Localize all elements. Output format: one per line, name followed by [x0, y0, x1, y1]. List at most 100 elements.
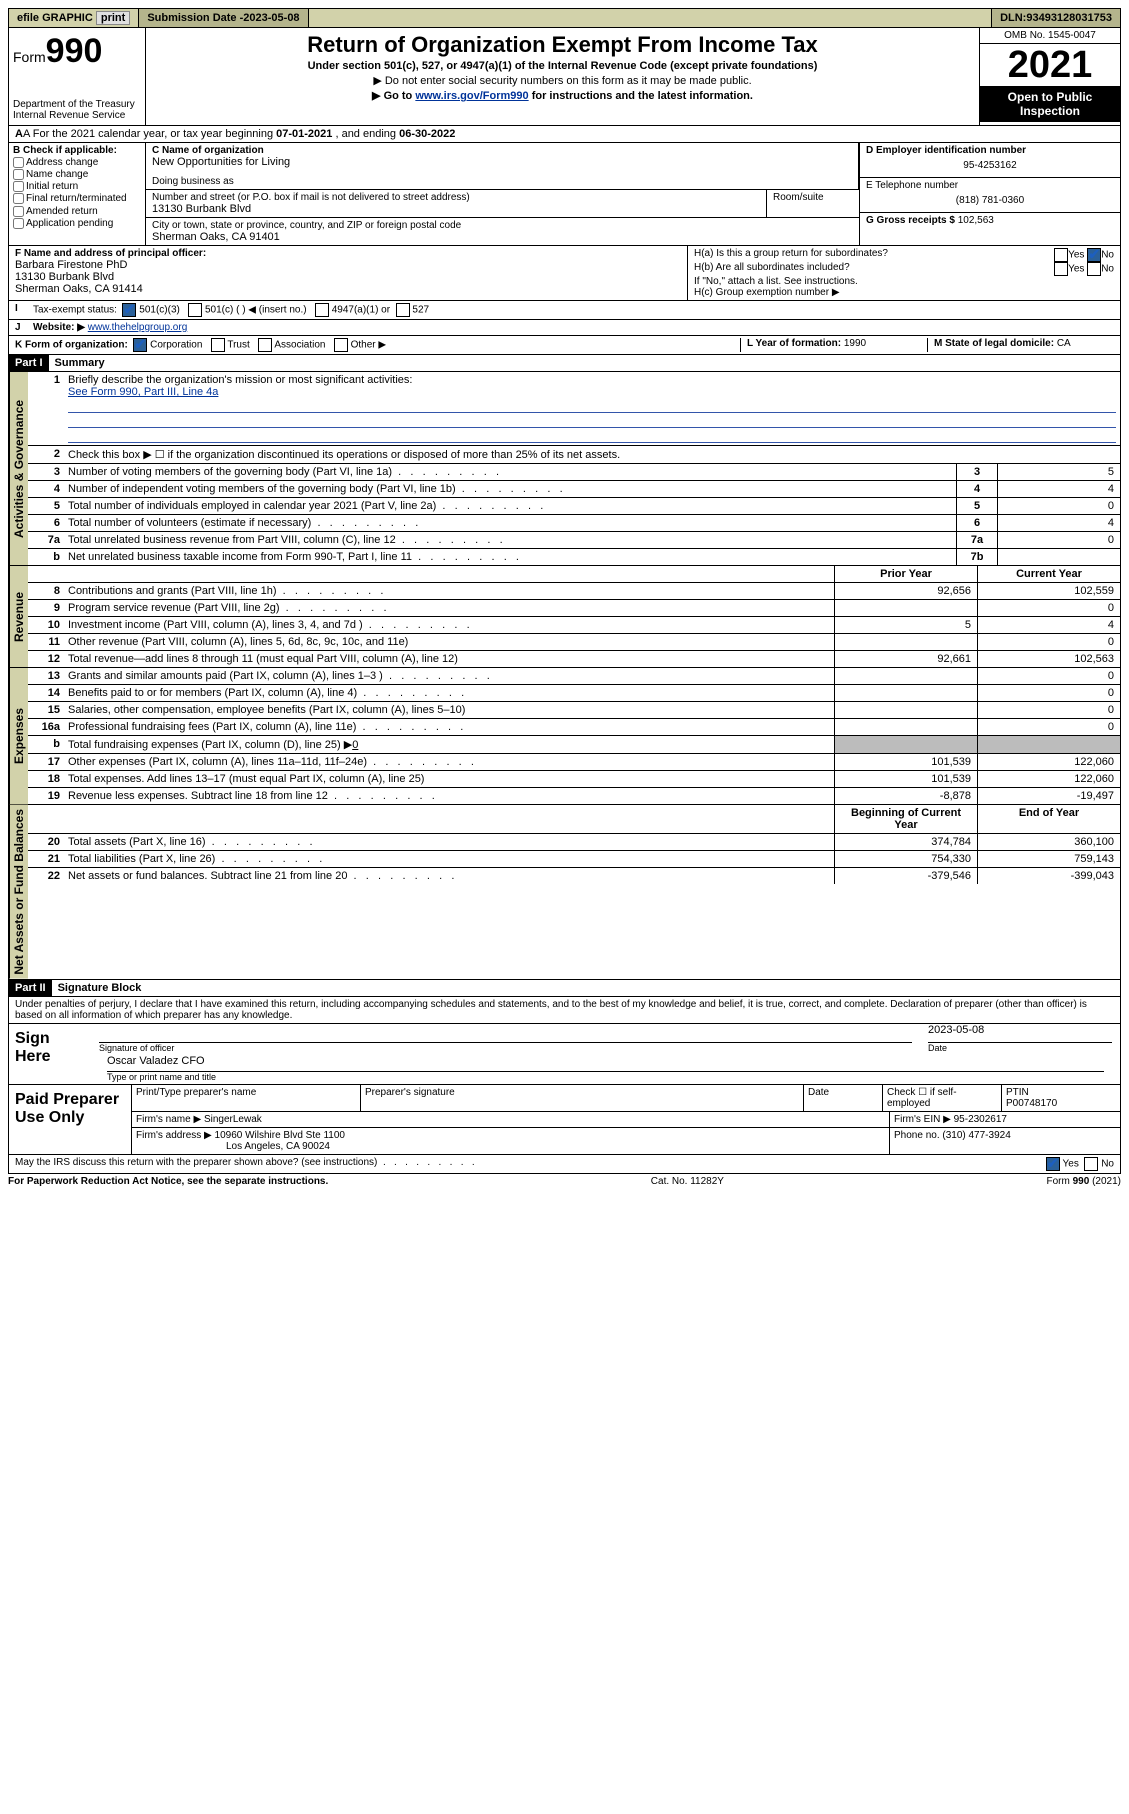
website-row: J Website: ▶ www.thehelpgroup.org	[8, 320, 1121, 336]
gross-receipts: 102,563	[958, 215, 994, 226]
submission-date: Submission Date - 2023-05-08	[139, 9, 308, 27]
cb-4947[interactable]	[315, 303, 329, 317]
v5: 0	[997, 498, 1120, 514]
net-assets-section: Net Assets or Fund Balances Beginning of…	[8, 805, 1121, 980]
state-domicile: CA	[1057, 338, 1071, 349]
expenses-section: Expenses 13Grants and similar amounts pa…	[8, 668, 1121, 805]
cat-no: Cat. No. 11282Y	[651, 1176, 724, 1187]
tax-year: 2021	[980, 44, 1120, 86]
penalty-statement: Under penalties of perjury, I declare th…	[8, 997, 1121, 1024]
cb-initial-return[interactable]	[13, 181, 24, 192]
top-bar: efile GRAPHIC print Submission Date - 20…	[8, 8, 1121, 28]
paid-preparer-label: Paid Preparer Use Only	[9, 1085, 132, 1154]
gross-receipts-label: G Gross receipts $	[866, 215, 958, 226]
cb-final-return[interactable]	[13, 193, 24, 204]
form-header: Form990 Department of the Treasury Inter…	[8, 28, 1121, 126]
room-label: Room/suite	[767, 190, 859, 217]
cb-trust[interactable]	[211, 338, 225, 352]
form-word: Form	[13, 49, 46, 65]
l5: Total number of individuals employed in …	[64, 498, 956, 514]
phone-label: E Telephone number	[866, 180, 1114, 191]
revenue-section: Revenue Prior YearCurrent Year 8Contribu…	[8, 566, 1121, 668]
cb-corp[interactable]	[133, 338, 147, 352]
cb-discuss-no[interactable]	[1084, 1157, 1098, 1171]
vlabel-exp: Expenses	[9, 668, 28, 804]
year-formation: 1990	[844, 338, 866, 349]
l2: Check this box ▶ ☐ if the organization d…	[64, 446, 1120, 463]
ptin: P00748170	[1006, 1098, 1057, 1109]
v3: 5	[997, 464, 1120, 480]
street-label: Number and street (or P.O. box if mail i…	[152, 192, 760, 203]
l3: Number of voting members of the governin…	[64, 464, 956, 480]
tax-period: AA For the 2021 calendar year, or tax ye…	[8, 126, 1121, 143]
form-subtitle: Under section 501(c), 527, or 4947(a)(1)…	[154, 60, 971, 72]
ssn-warning: ▶ Do not enter social security numbers o…	[154, 74, 971, 87]
tax-exempt-row: I Tax-exempt status: 501(c)(3) 501(c) ( …	[8, 301, 1121, 320]
hdr-eoy: End of Year	[977, 805, 1120, 833]
v7b	[997, 549, 1120, 565]
cb-name-change[interactable]	[13, 169, 24, 180]
part2-header: Part IISignature Block	[8, 980, 1121, 997]
l7b: Net unrelated business taxable income fr…	[64, 549, 956, 565]
officer-group-row: F Name and address of principal officer:…	[8, 246, 1121, 301]
cb-other[interactable]	[334, 338, 348, 352]
firm-name: SingerLewak	[204, 1114, 262, 1125]
cb-ha-no[interactable]	[1087, 248, 1101, 262]
v4: 4	[997, 481, 1120, 497]
ein: 95-4253162	[866, 156, 1114, 175]
city-label: City or town, state or province, country…	[152, 220, 853, 231]
cb-hb-no[interactable]	[1087, 262, 1101, 276]
hdr-prior: Prior Year	[834, 566, 977, 582]
firm-phone: (310) 477-3924	[942, 1130, 1010, 1141]
cb-527[interactable]	[396, 303, 410, 317]
firm-ein: 95-2302617	[954, 1114, 1007, 1125]
omb-number: OMB No. 1545-0047	[980, 28, 1120, 44]
cb-ha-yes[interactable]	[1054, 248, 1068, 262]
entity-info: B Check if applicable: Address change Na…	[8, 143, 1121, 246]
l4: Number of independent voting members of …	[64, 481, 956, 497]
org-form-row: K Form of organization: Corporation Trus…	[8, 336, 1121, 355]
box-b: B Check if applicable: Address change Na…	[9, 143, 146, 245]
vlabel-ag: Activities & Governance	[9, 372, 28, 565]
form-number: 990	[46, 32, 103, 70]
efile-label: efile GRAPHIC print	[9, 9, 139, 27]
v6: 4	[997, 515, 1120, 531]
sign-here: Sign Here	[9, 1024, 91, 1084]
vlabel-nab: Net Assets or Fund Balances	[9, 805, 28, 979]
page-footer: For Paperwork Reduction Act Notice, see …	[8, 1174, 1121, 1189]
cb-501c3[interactable]	[122, 303, 136, 317]
firm-addr2: Los Angeles, CA 90024	[226, 1141, 330, 1152]
officer-name: Oscar Valadez CFO	[107, 1055, 205, 1067]
irs-label: Internal Revenue Service	[13, 110, 141, 121]
box-f: F Name and address of principal officer:…	[9, 246, 688, 300]
form-title: Return of Organization Exempt From Incom…	[154, 32, 971, 58]
ein-label: D Employer identification number	[866, 145, 1114, 156]
phone: (818) 781-0360	[866, 191, 1114, 210]
firm-addr1: 10960 Wilshire Blvd Ste 1100	[215, 1130, 345, 1141]
cb-hb-yes[interactable]	[1054, 262, 1068, 276]
cb-discuss-yes[interactable]	[1046, 1157, 1060, 1171]
cb-501c[interactable]	[188, 303, 202, 317]
cb-amended[interactable]	[13, 206, 24, 217]
website-link[interactable]: www.thehelpgroup.org	[88, 322, 188, 333]
sig-date: 2023-05-08	[928, 1024, 984, 1036]
hdr-curr: Current Year	[977, 566, 1120, 582]
pra-notice: For Paperwork Reduction Act Notice, see …	[8, 1176, 328, 1187]
cb-address-change[interactable]	[13, 157, 24, 168]
form-ref: Form 990 (2021)	[1047, 1176, 1121, 1187]
cb-app-pending[interactable]	[13, 218, 24, 229]
v7a: 0	[997, 532, 1120, 548]
l6: Total number of volunteers (estimate if …	[64, 515, 956, 531]
irs-link[interactable]: www.irs.gov/Form990	[415, 90, 528, 102]
hdr-boy: Beginning of Current Year	[834, 805, 977, 833]
paid-preparer: Paid Preparer Use Only Print/Type prepar…	[8, 1085, 1121, 1155]
cb-assoc[interactable]	[258, 338, 272, 352]
signature-block: Sign Here Signature of officer 2023-05-0…	[8, 1024, 1121, 1085]
l7a: Total unrelated business revenue from Pa…	[64, 532, 956, 548]
box-h: H(a) Is this a group return for subordin…	[688, 246, 1120, 300]
mission-link[interactable]: See Form 990, Part III, Line 4a	[68, 386, 218, 398]
org-name-label: C Name of organization	[152, 145, 852, 156]
street: 13130 Burbank Blvd	[152, 203, 760, 215]
print-button[interactable]: print	[96, 11, 130, 25]
l1-label: Briefly describe the organization's miss…	[68, 374, 412, 386]
